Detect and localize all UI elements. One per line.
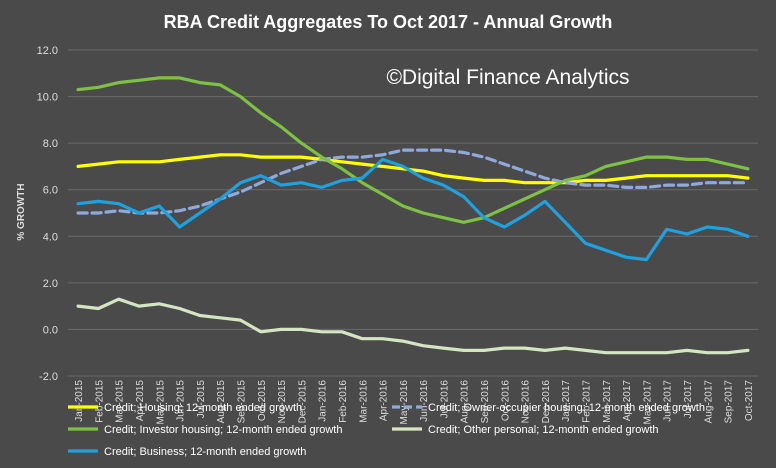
y-tick-label: 12.0 xyxy=(37,45,58,57)
x-axis-ticks: Jan-2015 Feb-2015 Mar-2015 Apr-2015 May-2015… xyxy=(74,380,755,425)
grid xyxy=(68,49,758,377)
x-tick-label: Jul-2016 xyxy=(439,380,450,419)
x-tick-label: Mar-2015 xyxy=(115,380,126,423)
x-tick-label: Sep-2016 xyxy=(480,380,491,424)
x-tick-label: May-2016 xyxy=(399,380,410,425)
y-axis-label: % GROWTH xyxy=(16,183,27,240)
x-tick-label: Aug-2016 xyxy=(460,380,471,424)
x-tick-label: Sep-2015 xyxy=(237,380,248,424)
x-tick-label: May-2017 xyxy=(642,380,653,425)
y-tick-label: 2.0 xyxy=(43,278,58,290)
x-tick-label: Aug-2015 xyxy=(216,380,227,424)
y-tick-label: 0.0 xyxy=(43,324,58,336)
x-tick-label: Dec-2016 xyxy=(541,380,552,424)
x-tick-label: Sep-2017 xyxy=(724,380,735,424)
x-tick-label: Jan-2015 xyxy=(74,380,85,422)
x-tick-label: Oct-2017 xyxy=(744,380,755,422)
x-tick-label: Feb-2017 xyxy=(582,380,593,423)
x-tick-label: May-2015 xyxy=(155,380,166,425)
series-line-1 xyxy=(76,148,750,215)
legend-label-2: Credit; Investor housing; 12-month ended… xyxy=(104,424,342,436)
x-tick-label: Feb-2016 xyxy=(338,380,349,423)
x-tick-label: Oct-2015 xyxy=(257,380,268,422)
legend-label-4: Credit; Business; 12-month ended growth xyxy=(104,446,306,458)
legend-label-0: Credit; Housing; 12-month ended growth xyxy=(104,402,302,414)
series-line-3 xyxy=(76,297,750,355)
x-tick-label: Jan-2017 xyxy=(561,380,572,422)
y-tick-label: 6.0 xyxy=(43,185,58,197)
x-tick-label: Dec-2015 xyxy=(297,380,308,424)
x-tick-label: Jul-2017 xyxy=(683,380,694,419)
chart-title: RBA Credit Aggregates To Oct 2017 - Annu… xyxy=(164,12,613,32)
x-tick-label: Jun-2016 xyxy=(419,380,430,422)
y-tick-label: 10.0 xyxy=(37,92,58,104)
y-tick-label: 4.0 xyxy=(43,231,58,243)
x-tick-label: Jun-2017 xyxy=(663,380,674,422)
x-tick-label: Aug-2017 xyxy=(703,380,714,424)
x-tick-label: Nov-2016 xyxy=(521,380,532,424)
x-tick-label: Jan-2016 xyxy=(318,380,329,422)
series-line-0 xyxy=(76,153,750,185)
x-tick-label: Jun-2015 xyxy=(176,380,187,422)
series-lines xyxy=(76,76,750,355)
x-tick-label: Oct-2016 xyxy=(500,380,511,422)
series-line-2 xyxy=(76,76,750,224)
legend: Credit; Housing; 12-month ended growth Cr… xyxy=(68,402,705,458)
x-tick-label: Apr-2015 xyxy=(135,380,146,422)
y-tick-label: -2.0 xyxy=(39,371,58,383)
legend-label-1: Credit; Owner-occupier housing; 12-month… xyxy=(428,402,705,414)
x-tick-label: Nov-2015 xyxy=(277,380,288,424)
y-axis-ticks: -2.0 0.0 2.0 4.0 6.0 8.0 10.0 12.0 xyxy=(37,45,58,383)
legend-label-3: Credit; Other personal; 12-month ended g… xyxy=(428,424,659,436)
y-tick-label: 8.0 xyxy=(43,138,58,150)
x-tick-label: Jul-2015 xyxy=(196,380,207,419)
x-tick-label: Mar-2017 xyxy=(602,380,613,423)
watermark: ©Digital Finance Analytics xyxy=(386,66,629,89)
x-tick-label: Feb-2015 xyxy=(94,380,105,423)
x-tick-label: Mar-2016 xyxy=(358,380,369,423)
x-tick-label: Apr-2017 xyxy=(622,380,633,422)
series-line-4 xyxy=(76,157,750,262)
x-tick-label: Apr-2016 xyxy=(379,380,390,422)
